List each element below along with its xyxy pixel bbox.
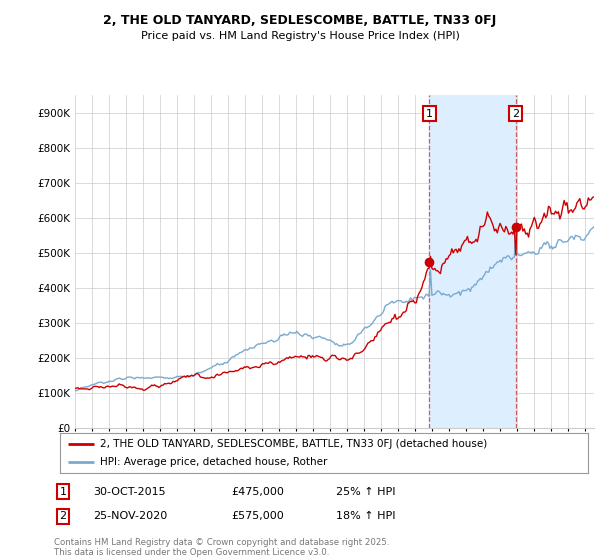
Text: 2, THE OLD TANYARD, SEDLESCOMBE, BATTLE, TN33 0FJ (detached house): 2, THE OLD TANYARD, SEDLESCOMBE, BATTLE,… bbox=[100, 439, 487, 449]
Text: £475,000: £475,000 bbox=[231, 487, 284, 497]
Text: Contains HM Land Registry data © Crown copyright and database right 2025.
This d: Contains HM Land Registry data © Crown c… bbox=[54, 538, 389, 557]
Bar bbox=[430, 95, 516, 428]
Text: 2, THE OLD TANYARD, SEDLESCOMBE, BATTLE, TN33 0FJ: 2, THE OLD TANYARD, SEDLESCOMBE, BATTLE,… bbox=[103, 14, 497, 27]
Text: 2: 2 bbox=[59, 511, 67, 521]
Text: HPI: Average price, detached house, Rother: HPI: Average price, detached house, Roth… bbox=[100, 458, 327, 467]
Text: 25-NOV-2020: 25-NOV-2020 bbox=[93, 511, 167, 521]
Text: 2: 2 bbox=[512, 109, 519, 119]
Text: Price paid vs. HM Land Registry's House Price Index (HPI): Price paid vs. HM Land Registry's House … bbox=[140, 31, 460, 41]
Text: 18% ↑ HPI: 18% ↑ HPI bbox=[336, 511, 395, 521]
Text: £575,000: £575,000 bbox=[231, 511, 284, 521]
Text: 25% ↑ HPI: 25% ↑ HPI bbox=[336, 487, 395, 497]
Text: 1: 1 bbox=[426, 109, 433, 119]
Text: 1: 1 bbox=[59, 487, 67, 497]
Text: 30-OCT-2015: 30-OCT-2015 bbox=[93, 487, 166, 497]
